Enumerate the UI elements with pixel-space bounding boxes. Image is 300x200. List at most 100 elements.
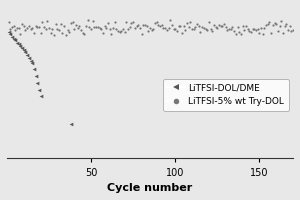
Point (272, 22, 277, 25)
Point (264, 24, 268, 27)
Point (142, 23, 147, 26)
Point (8, 28, 13, 31)
Point (60, 32, 65, 35)
Point (213, 26, 218, 29)
Point (57, 29, 62, 32)
Point (37, 88, 41, 91)
Point (38, 31, 43, 34)
Point (222, 23, 226, 26)
Point (13, 29, 18, 32)
Point (176, 25, 181, 28)
Point (153, 22, 158, 25)
Point (249, 30, 254, 33)
Point (133, 27, 137, 30)
Point (28, 59, 33, 62)
Point (131, 21, 136, 24)
Point (202, 26, 206, 29)
Point (237, 31, 242, 34)
Point (235, 26, 240, 29)
Point (67, 30, 72, 33)
Point (46, 26, 51, 29)
Point (11, 37, 16, 40)
Point (233, 32, 238, 36)
Point (266, 22, 270, 25)
Point (210, 29, 215, 32)
Point (18, 44, 23, 47)
Point (203, 27, 208, 31)
Point (206, 20, 211, 23)
Point (148, 27, 152, 30)
Point (284, 22, 289, 25)
Point (53, 22, 58, 26)
Point (109, 33, 114, 36)
Point (164, 28, 169, 32)
Point (37, 25, 41, 28)
Point (33, 74, 38, 77)
Point (13, 38, 18, 42)
Point (257, 31, 262, 34)
Point (129, 21, 134, 24)
Point (35, 26, 40, 29)
Point (75, 27, 80, 30)
Point (10, 36, 14, 39)
Point (70, 20, 75, 23)
Point (212, 24, 216, 27)
Point (173, 28, 178, 31)
Point (128, 26, 132, 29)
Point (6, 30, 11, 33)
Point (215, 26, 220, 29)
Point (274, 23, 279, 26)
Point (169, 23, 174, 26)
Point (82, 32, 87, 35)
Point (149, 28, 154, 31)
Point (126, 27, 130, 30)
Point (10, 26, 14, 29)
Point (223, 25, 228, 28)
Point (244, 24, 248, 27)
Point (190, 28, 194, 31)
Point (58, 22, 63, 26)
Point (15, 26, 20, 29)
Point (45, 19, 50, 22)
Point (271, 23, 275, 27)
Point (158, 24, 163, 27)
Point (230, 25, 235, 28)
Point (90, 19, 95, 23)
Point (250, 28, 255, 31)
Point (28, 27, 33, 30)
Point (228, 28, 233, 31)
Point (156, 24, 161, 27)
Point (92, 25, 97, 28)
Point (30, 62, 34, 65)
Point (63, 33, 68, 36)
Point (111, 26, 116, 30)
Point (188, 20, 193, 23)
Point (26, 24, 31, 27)
Point (106, 22, 110, 25)
Point (287, 24, 292, 27)
Point (124, 21, 129, 24)
Point (178, 25, 183, 28)
Point (84, 25, 88, 28)
Point (112, 20, 117, 23)
Point (68, 21, 73, 24)
Point (25, 27, 29, 30)
Point (16, 43, 21, 46)
Point (146, 29, 151, 32)
Point (79, 29, 83, 32)
Point (161, 26, 166, 29)
Point (136, 23, 141, 27)
Point (65, 28, 70, 31)
Point (242, 28, 247, 32)
Point (277, 25, 282, 28)
Point (33, 24, 38, 27)
Point (77, 24, 82, 27)
Point (280, 31, 285, 34)
Point (191, 27, 196, 30)
Point (97, 26, 102, 30)
Point (286, 28, 290, 32)
Point (43, 27, 48, 31)
Point (282, 24, 287, 28)
Point (80, 32, 85, 35)
Point (240, 25, 245, 28)
